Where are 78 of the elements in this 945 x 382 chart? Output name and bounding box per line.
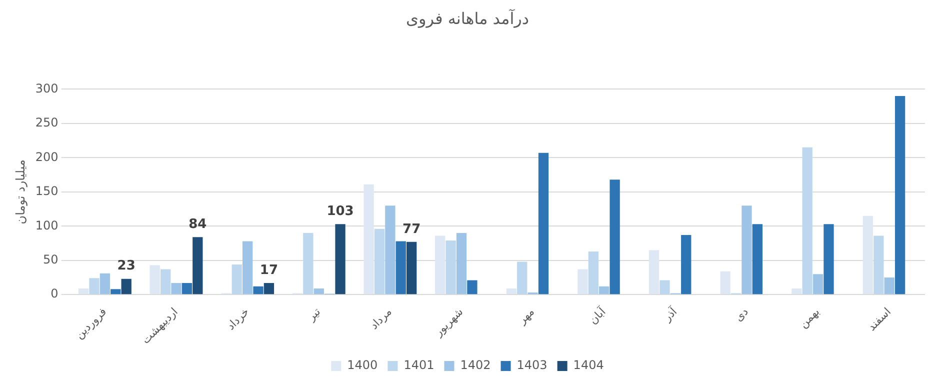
x-tick-label: اردیبهشت [139,305,180,346]
bar [446,240,456,294]
bar [253,286,264,294]
bar [364,184,374,294]
legend-label: 1403 [516,358,548,372]
x-tick-label: مهر [514,305,538,328]
bar [385,206,396,294]
bar [435,236,446,294]
bar [752,224,763,294]
bar [681,235,692,294]
bar [264,282,274,294]
bar [599,286,610,294]
x-tick-label: آذر [660,304,680,325]
bar [506,288,516,294]
legend-label: 1402 [460,358,491,372]
legend-label: 1404 [573,358,604,372]
bar [456,232,467,294]
bar [578,269,588,294]
y-axis-title: میلیارد تومان [13,160,28,224]
bar [242,241,253,294]
bar [884,277,894,294]
bar [110,289,121,294]
y-tick-label: 150 [35,184,58,198]
bar [862,216,874,294]
x-tick-label: تیر [304,305,324,324]
y-tick-label: 100 [35,218,58,232]
bar [610,180,620,294]
x-tick-label: شهریور [431,305,466,340]
x-tick-label: اسفند [865,305,894,334]
bar [78,288,89,294]
data-label: 17 [260,262,278,278]
bar [150,265,160,294]
y-tick-label: 50 [43,252,58,266]
bar [802,147,812,294]
bar [588,251,598,294]
bar [232,264,242,294]
data-label: 77 [402,222,421,237]
data-label: 103 [326,204,354,219]
data-label: 84 [188,216,207,232]
x-tick-label: دی [732,305,751,324]
x-tick-label: مرداد [368,305,394,332]
bar [182,282,192,294]
bar [171,282,182,294]
bar [517,262,528,294]
bar [406,242,417,294]
bar [812,274,824,294]
bar [792,288,802,294]
bar [374,228,385,294]
x-tick-label: آبان [586,304,609,327]
legend-label: 1400 [347,358,378,372]
bar [467,280,478,294]
bar [121,278,132,294]
y-tick-label: 250 [35,116,58,130]
chart-title: درآمد ماهانه فروی [406,8,529,28]
y-tick-label: 200 [35,150,58,164]
data-label: 23 [117,258,136,274]
bar [824,224,834,294]
bar [335,224,346,294]
bar [894,96,906,294]
bar [538,152,549,294]
bar [192,237,203,294]
y-tick-label: 0 [50,286,58,301]
bar [660,280,670,294]
bar [874,236,884,294]
bar [648,250,660,294]
bar [89,278,100,294]
bar [160,269,171,294]
bar [396,241,406,294]
bar [720,271,730,294]
x-tick-label: خرداد [224,305,252,333]
y-tick-label: 300 [35,81,58,96]
legend-label: 1401 [404,358,434,372]
x-tick-label: بهمن [796,305,822,331]
x-tick-label: فروردین [72,305,110,342]
bar [303,232,314,294]
bar [314,288,324,294]
bar [742,206,752,294]
bar [100,273,110,294]
